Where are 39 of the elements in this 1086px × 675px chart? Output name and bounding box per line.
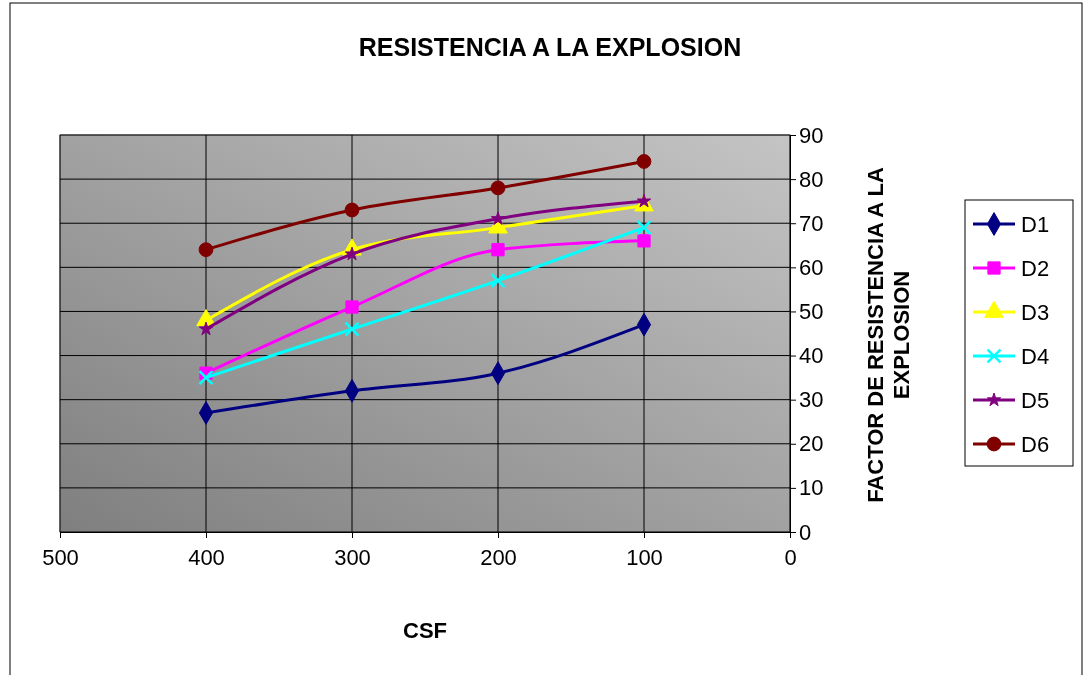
x-axis-title: CSF — [403, 618, 447, 643]
x-tick-label: 400 — [188, 545, 225, 571]
x-tick-label: 200 — [480, 545, 517, 571]
point — [344, 246, 360, 261]
point — [636, 154, 652, 169]
point — [637, 234, 651, 248]
point — [344, 202, 360, 218]
point — [490, 272, 506, 289]
point — [198, 369, 214, 386]
y-tick-label: 60 — [799, 254, 824, 280]
x-tick-label: 100 — [626, 545, 663, 571]
point — [490, 211, 506, 225]
y-tick-label: 50 — [799, 298, 824, 324]
legend-label: D5 — [1021, 388, 1050, 413]
y-tick-label: 40 — [799, 343, 824, 369]
point — [198, 321, 214, 336]
point — [198, 242, 214, 258]
y-tick-label: 30 — [799, 387, 824, 413]
y-tick-label: 0 — [799, 519, 812, 545]
legend-label: D3 — [1021, 300, 1050, 325]
y-tick-label: 90 — [799, 122, 824, 148]
legend-label: D4 — [1021, 344, 1050, 369]
legend-label: D1 — [1021, 212, 1050, 237]
point — [344, 321, 360, 337]
point — [636, 219, 652, 236]
y-tick-label: 20 — [799, 431, 824, 457]
legend-label: D6 — [1021, 432, 1050, 457]
point — [636, 193, 652, 208]
chart-title: RESISTENCIA A LA EXPLOSION — [358, 33, 742, 61]
x-tick-label: 300 — [334, 545, 371, 571]
point — [490, 180, 506, 196]
y-tick-label: 10 — [799, 475, 824, 501]
y-tick-label: 80 — [799, 166, 824, 192]
point — [491, 243, 505, 257]
y-axis-title: FACTOR DE RESISTENCIA A LA EXPLOSION — [862, 167, 915, 503]
legend-label: D2 — [1021, 256, 1050, 281]
x-tick-label: 500 — [42, 545, 79, 571]
y-tick-label: 70 — [799, 210, 824, 236]
point — [345, 300, 359, 314]
